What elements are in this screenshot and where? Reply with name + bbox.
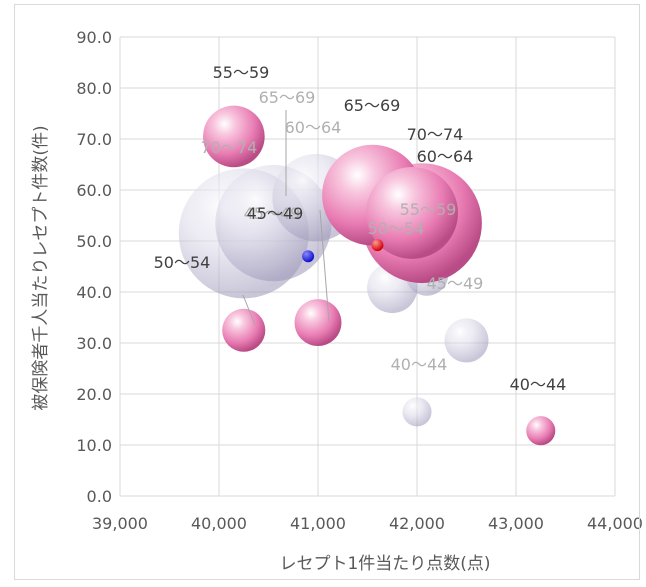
y-tick-label: 0.0 bbox=[87, 487, 112, 506]
y-tick-label: 70.0 bbox=[76, 130, 112, 149]
gray-data-label: 50〜54 bbox=[368, 219, 425, 238]
gray-bubble bbox=[402, 397, 432, 427]
gray-data-label: 60〜64 bbox=[285, 118, 342, 137]
leader-line bbox=[242, 294, 256, 326]
pink-data-label: 70〜74 bbox=[407, 125, 464, 144]
x-tick-label: 39,000 bbox=[92, 514, 148, 533]
pink-bubble bbox=[294, 299, 342, 347]
x-tick-label: 44,000 bbox=[587, 514, 643, 533]
y-tick-label: 80.0 bbox=[76, 79, 112, 98]
y-tick-label: 20.0 bbox=[76, 385, 112, 404]
gray-data-label: 45〜49 bbox=[427, 274, 484, 293]
pink-data-label: 60〜64 bbox=[417, 147, 474, 166]
pink-data-label: 40〜44 bbox=[510, 375, 567, 394]
pink-bubble bbox=[203, 105, 265, 168]
x-tick-label: 40,000 bbox=[191, 514, 247, 533]
pink-bubble bbox=[366, 166, 459, 259]
blue-reference-point bbox=[302, 250, 315, 263]
leader-lines bbox=[242, 110, 330, 326]
y-tick-label: 60.0 bbox=[76, 181, 112, 200]
pink-bubble-series bbox=[203, 105, 556, 446]
x-axis-label: レセプト1件当たり点数(点) bbox=[279, 554, 490, 574]
axes: 0.0 10.0 20.0 30.0 40.0 50.0 60.0 70.0 80.0 90.0 3… bbox=[76, 28, 643, 533]
gray-bubble bbox=[444, 318, 489, 363]
gray-data-label: 45〜49 bbox=[244, 204, 301, 223]
y-tick-label: 90.0 bbox=[76, 28, 112, 47]
gray-data-label: 55〜59 bbox=[400, 200, 457, 219]
pink-bubble bbox=[526, 416, 556, 446]
x-tick-label: 41,000 bbox=[290, 514, 346, 533]
y-tick-label: 50.0 bbox=[76, 232, 112, 251]
y-tick-label: 10.0 bbox=[76, 436, 112, 455]
pink-data-label: 50〜54 bbox=[154, 253, 211, 272]
leader-line bbox=[319, 209, 330, 323]
y-tick-label: 30.0 bbox=[76, 334, 112, 353]
y-tick-label: 40.0 bbox=[76, 283, 112, 302]
pink-data-label: 65〜69 bbox=[344, 96, 401, 115]
pink-bubble bbox=[222, 308, 266, 352]
gray-bubble-series bbox=[178, 154, 489, 427]
pink-data-label: 55〜59 bbox=[213, 63, 270, 82]
y-axis-label: 被保険者千人当たりレセプト件数(件) bbox=[31, 125, 51, 410]
x-tick-label: 43,000 bbox=[488, 514, 544, 533]
data-labels: 65〜6960〜6470〜7445〜4950〜5455〜5945〜4940〜44… bbox=[154, 63, 567, 394]
x-tick-label: 42,000 bbox=[389, 514, 445, 533]
gray-data-label: 40〜44 bbox=[391, 355, 448, 374]
gray-data-label: 65〜69 bbox=[259, 88, 316, 107]
reference-points bbox=[302, 239, 384, 263]
pink-data-label: 45〜49 bbox=[247, 204, 304, 223]
red-reference-point bbox=[371, 239, 384, 252]
gray-data-label: 70〜74 bbox=[201, 138, 258, 157]
